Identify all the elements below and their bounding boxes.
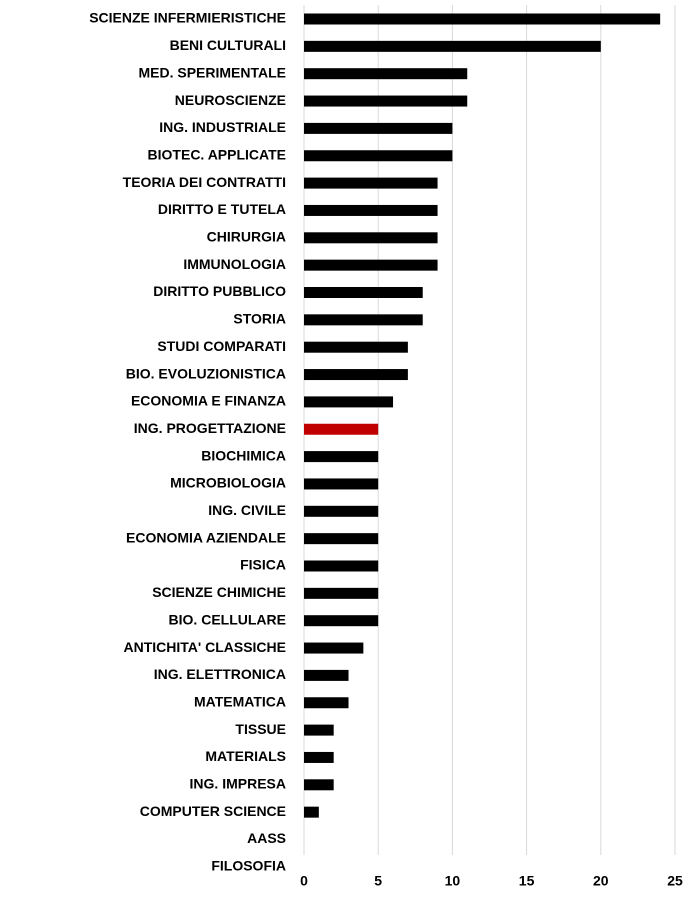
y-tick-label: ANTICHITA' CLASSICHE [123, 639, 286, 655]
y-tick-label: ING. INDUSTRIALE [159, 119, 286, 135]
bar [304, 40, 601, 52]
bar [304, 478, 379, 490]
y-tick-label: BIO. EVOLUZIONISTICA [126, 365, 286, 381]
bar [304, 806, 319, 818]
y-tick-label: AASS [247, 830, 286, 846]
y-tick-label: ING. PROGETTAZIONE [134, 420, 286, 436]
x-tick-label: 0 [300, 873, 308, 889]
bar [304, 533, 379, 545]
bar [304, 95, 468, 107]
bar [304, 560, 379, 572]
y-tick-label: ING. CIVILE [208, 502, 286, 518]
bar [304, 341, 408, 353]
y-tick-label: BIOCHIMICA [201, 447, 286, 463]
bar [304, 396, 394, 408]
y-tick-label: ECONOMIA AZIENDALE [126, 529, 286, 545]
y-tick-label: ECONOMIA E FINANZA [131, 393, 286, 409]
bar [304, 259, 438, 271]
bar [304, 122, 453, 134]
x-tick-label: 25 [667, 873, 683, 889]
bar [304, 150, 453, 162]
bar [304, 642, 364, 654]
bar [304, 724, 334, 736]
bar [304, 13, 661, 25]
x-tick-label: 5 [374, 873, 382, 889]
y-tick-label: BIOTEC. APPLICATE [148, 146, 286, 162]
y-tick-label: ING. ELETTRONICA [154, 666, 286, 682]
y-tick-label: STORIA [233, 311, 286, 327]
y-tick-label: CHIRURGIA [207, 229, 286, 245]
bar [304, 587, 379, 599]
y-tick-label: IMMUNOLOGIA [183, 256, 286, 272]
bar [304, 505, 379, 517]
bar [304, 451, 379, 463]
y-tick-label: MATEMATICA [194, 693, 286, 709]
bar [304, 287, 423, 298]
y-tick-label: MED. SPERIMENTALE [138, 64, 286, 80]
y-tick-label: MICROBIOLOGIA [170, 475, 286, 491]
bar [304, 697, 349, 709]
bar [304, 751, 334, 763]
y-tick-label: MATERIALS [205, 748, 286, 764]
y-tick-label: NEUROSCIENZE [175, 92, 286, 108]
y-tick-label: SCIENZE CHIMICHE [152, 584, 286, 600]
y-tick-label: DIRITTO PUBBLICO [153, 283, 286, 299]
x-tick-label: 20 [593, 873, 609, 889]
bar [304, 615, 379, 627]
bar [304, 779, 334, 791]
y-tick-label: SCIENZE INFERMIERISTICHE [89, 10, 286, 26]
bar [304, 68, 468, 80]
y-tick-label: TISSUE [235, 721, 286, 737]
y-tick-label: BIO. CELLULARE [169, 611, 286, 627]
y-tick-label: COMPUTER SCIENCE [140, 803, 286, 819]
y-tick-label: BENI CULTURALI [170, 37, 286, 53]
bar [304, 423, 379, 435]
x-tick-label: 15 [519, 873, 535, 889]
bar [304, 232, 438, 244]
y-tick-label: TEORIA DEI CONTRATTI [123, 174, 286, 190]
bar [304, 314, 423, 326]
y-tick-label: STUDI COMPARATI [157, 338, 286, 354]
y-tick-label: FISICA [240, 557, 286, 573]
x-tick-label: 10 [445, 873, 461, 889]
y-tick-label: ING. IMPRESA [190, 776, 286, 792]
y-tick-label: FILOSOFIA [211, 858, 286, 874]
y-tick-label: DIRITTO E TUTELA [158, 201, 286, 217]
bar [304, 369, 408, 381]
bar [304, 669, 349, 681]
bar [304, 204, 438, 216]
bar [304, 177, 438, 189]
